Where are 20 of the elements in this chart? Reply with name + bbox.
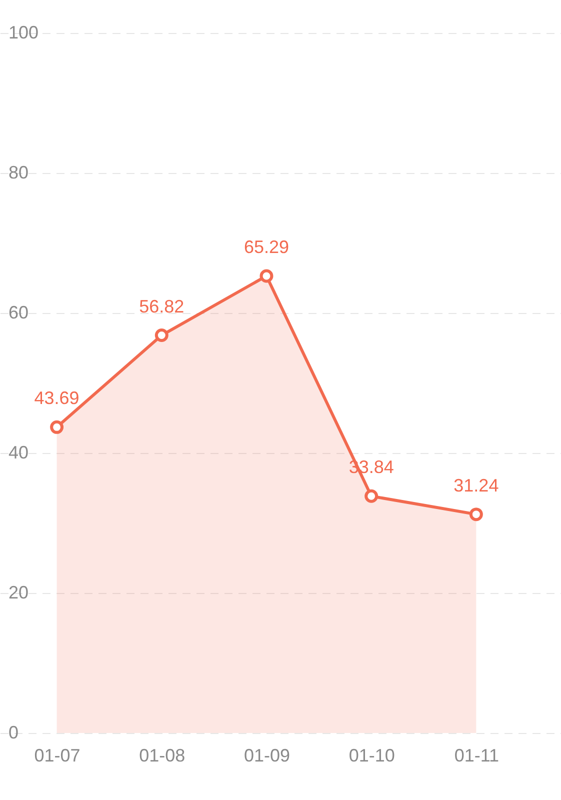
data-label: 65.29 bbox=[244, 236, 290, 257]
y-tick-label: 0 bbox=[8, 722, 19, 742]
y-tick-label: 40 bbox=[8, 442, 29, 462]
data-label: 43.69 bbox=[34, 388, 80, 408]
point bbox=[154, 328, 168, 342]
y-tick-label: 20 bbox=[8, 582, 29, 602]
x-tick-label: 01-10 bbox=[348, 746, 395, 766]
data-label: 31.24 bbox=[454, 475, 499, 496]
x-tick-label: 01-08 bbox=[139, 746, 186, 766]
y-tick-label: 100 bbox=[8, 22, 39, 42]
point bbox=[260, 269, 274, 283]
y-tick-label: 60 bbox=[8, 302, 29, 322]
point bbox=[50, 420, 64, 434]
point bbox=[364, 489, 378, 503]
y-tick-label: 80 bbox=[8, 162, 29, 182]
x-tick-label: 01-09 bbox=[244, 746, 290, 766]
data-label: 56.82 bbox=[139, 296, 184, 316]
point bbox=[469, 508, 483, 522]
x-tick-label: 01-07 bbox=[34, 746, 80, 766]
x-tick-label: 01-11 bbox=[454, 746, 500, 766]
